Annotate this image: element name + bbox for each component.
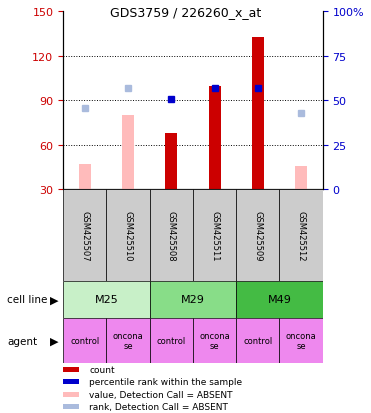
- Bar: [63, 404, 79, 409]
- Text: value, Detection Call = ABSENT: value, Detection Call = ABSENT: [89, 390, 233, 399]
- Text: oncona
se: oncona se: [113, 331, 143, 350]
- Bar: [236, 318, 279, 363]
- Text: percentile rank within the sample: percentile rank within the sample: [89, 377, 242, 387]
- Text: GSM425508: GSM425508: [167, 210, 176, 261]
- Bar: [63, 367, 79, 372]
- Bar: [193, 318, 236, 363]
- Bar: [150, 281, 236, 318]
- Text: control: control: [243, 336, 272, 345]
- Text: GDS3759 / 226260_x_at: GDS3759 / 226260_x_at: [110, 6, 261, 19]
- Bar: [63, 281, 150, 318]
- Text: M49: M49: [267, 294, 292, 304]
- Text: M25: M25: [95, 294, 118, 304]
- Text: rank, Detection Call = ABSENT: rank, Detection Call = ABSENT: [89, 402, 228, 411]
- Bar: [209, 86, 221, 190]
- Text: GSM425511: GSM425511: [210, 210, 219, 261]
- Bar: [63, 380, 79, 385]
- Text: GSM425509: GSM425509: [253, 210, 262, 261]
- Text: ▶: ▶: [50, 336, 58, 346]
- Bar: [63, 190, 106, 281]
- Bar: [193, 190, 236, 281]
- Bar: [122, 116, 134, 190]
- Bar: [165, 134, 177, 190]
- Text: count: count: [89, 365, 115, 374]
- Text: oncona
se: oncona se: [286, 331, 316, 350]
- Bar: [150, 190, 193, 281]
- Text: control: control: [70, 336, 99, 345]
- Bar: [150, 318, 193, 363]
- Text: GSM425510: GSM425510: [124, 210, 132, 261]
- Bar: [79, 165, 91, 190]
- Bar: [279, 318, 323, 363]
- Text: ▶: ▶: [50, 294, 58, 304]
- Text: oncona
se: oncona se: [199, 331, 230, 350]
- Bar: [236, 190, 279, 281]
- Text: control: control: [157, 336, 186, 345]
- Text: GSM425512: GSM425512: [297, 210, 306, 261]
- Text: M29: M29: [181, 294, 205, 304]
- Text: cell line: cell line: [7, 294, 48, 304]
- Bar: [236, 281, 323, 318]
- Text: agent: agent: [7, 336, 37, 346]
- Bar: [295, 166, 307, 190]
- Text: GSM425507: GSM425507: [80, 210, 89, 261]
- Bar: [63, 392, 79, 397]
- Bar: [252, 38, 264, 190]
- Bar: [279, 190, 323, 281]
- Bar: [106, 190, 150, 281]
- Bar: [106, 318, 150, 363]
- Bar: [63, 318, 106, 363]
